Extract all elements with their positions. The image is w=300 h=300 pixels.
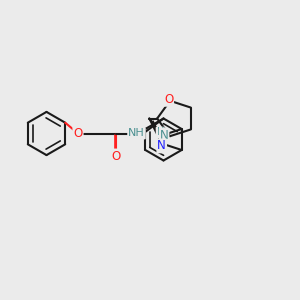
Text: N: N — [157, 140, 166, 152]
Text: O: O — [74, 127, 82, 140]
Text: O: O — [111, 149, 120, 163]
Text: O: O — [164, 93, 173, 106]
Text: N: N — [160, 129, 169, 142]
Text: H: H — [157, 128, 164, 137]
Text: NH: NH — [128, 128, 145, 139]
